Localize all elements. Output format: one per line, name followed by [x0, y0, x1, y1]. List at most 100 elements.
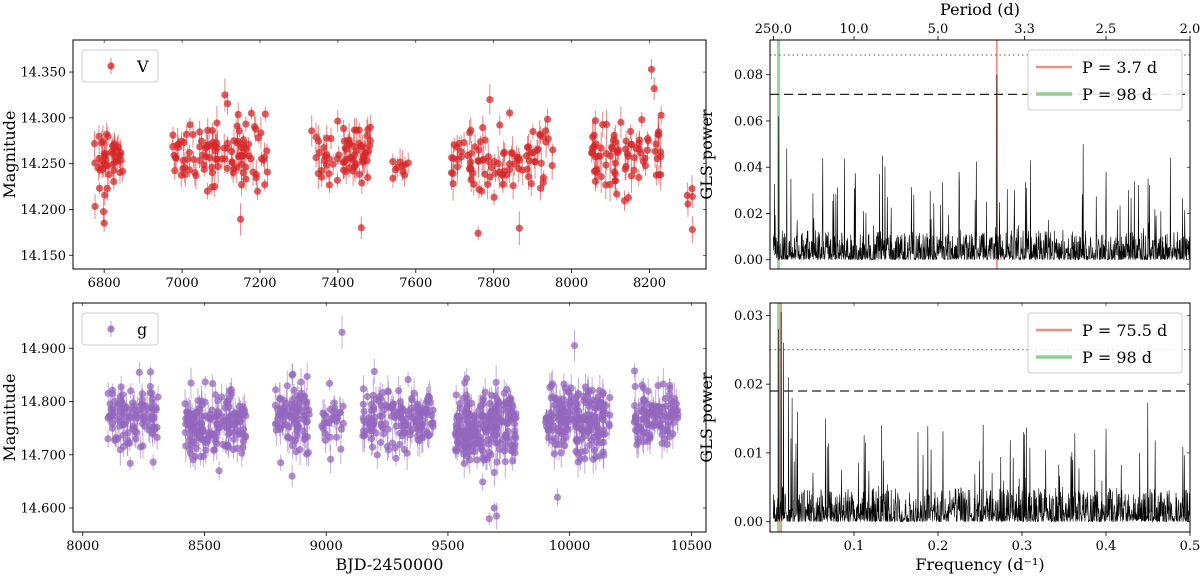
data-point: [191, 169, 199, 177]
data-point: [591, 404, 599, 412]
data-point: [639, 396, 647, 404]
data-point: [549, 146, 557, 154]
data-point: [610, 168, 618, 176]
data-point: [465, 128, 474, 137]
y-axis-label: Magnitude: [0, 373, 19, 461]
data-point: [146, 368, 155, 376]
data-point: [197, 137, 206, 145]
data-point: [272, 386, 280, 394]
data-point: [653, 155, 661, 163]
data-point: [320, 144, 328, 152]
data-point: [596, 152, 604, 160]
x-tick-label: 8000: [66, 539, 99, 554]
data-point: [493, 512, 501, 520]
data-point: [229, 445, 237, 454]
data-point: [617, 118, 625, 126]
data-point: [138, 390, 146, 398]
x-tick-label: 0.5: [1180, 539, 1200, 554]
x-tick-label: 9500: [431, 539, 464, 554]
x-tick-label: 7000: [166, 276, 199, 291]
data-point: [370, 406, 378, 414]
data-point: [327, 416, 336, 424]
data-point: [621, 165, 629, 173]
data-point: [341, 144, 349, 152]
data-point: [241, 151, 249, 159]
data-point: [375, 397, 383, 405]
data-point: [590, 446, 599, 454]
data-point: [602, 120, 611, 128]
data-point: [182, 130, 191, 138]
data-point: [355, 170, 364, 178]
y-tick-label: 0.02: [734, 378, 763, 393]
data-point: [658, 431, 666, 439]
data-point: [289, 370, 297, 378]
data-point: [684, 200, 692, 208]
data-point: [239, 430, 247, 438]
data-point: [611, 159, 620, 167]
data-point: [213, 119, 221, 127]
data-point: [283, 411, 291, 419]
data-point: [627, 172, 636, 180]
legend-label: P = 98 d: [1082, 348, 1152, 367]
y-tick-label: 0.04: [734, 161, 763, 176]
data-point: [332, 433, 341, 441]
data-point: [574, 458, 582, 466]
data-point: [408, 396, 416, 404]
data-point: [319, 409, 327, 417]
data-point: [117, 149, 125, 157]
legend-label: P = 75.5 d: [1082, 321, 1167, 340]
x-tick-label: 0.1: [844, 539, 865, 554]
data-point: [223, 164, 231, 172]
data-point: [589, 433, 598, 442]
data-point: [301, 434, 310, 442]
data-point: [189, 456, 197, 464]
data-point: [200, 165, 208, 173]
data-point: [211, 412, 219, 420]
data-point: [572, 436, 580, 444]
data-point: [263, 147, 271, 155]
data-point: [118, 397, 126, 405]
data-point: [147, 414, 155, 422]
data-point: [203, 143, 211, 151]
data-point: [276, 395, 284, 403]
data-point: [468, 447, 476, 455]
data-point: [242, 120, 250, 128]
data-point: [493, 396, 502, 405]
data-point: [308, 127, 316, 135]
data-point: [570, 407, 578, 415]
data-point: [606, 394, 614, 402]
data-point: [501, 457, 509, 466]
data-point: [174, 141, 182, 149]
data-point: [210, 446, 218, 454]
data-point: [601, 409, 610, 418]
x-tick-label: 10000: [549, 539, 590, 554]
data-point: [181, 170, 189, 179]
data-point: [643, 134, 652, 143]
top-tick-label: 10.0: [840, 22, 869, 37]
data-point: [296, 446, 304, 454]
data-point: [631, 426, 640, 434]
data-point: [551, 435, 560, 443]
data-point: [449, 154, 458, 162]
data-point: [388, 402, 397, 410]
data-point: [491, 169, 500, 178]
data-point: [218, 393, 226, 401]
data-point: [101, 191, 109, 199]
data-point: [392, 454, 400, 462]
data-point: [209, 138, 217, 146]
data-point: [90, 139, 99, 148]
data-point: [367, 424, 376, 432]
data-point: [221, 91, 229, 99]
data-point: [110, 144, 118, 152]
data-point: [688, 185, 696, 193]
data-point: [647, 65, 656, 73]
data-point: [507, 149, 515, 157]
data-point: [360, 152, 369, 161]
data-point: [398, 162, 406, 170]
data-point: [201, 378, 209, 386]
data-point: [299, 427, 307, 435]
data-point: [668, 399, 676, 408]
data-point: [290, 416, 298, 424]
data-point: [233, 163, 241, 171]
data-point: [639, 432, 647, 440]
